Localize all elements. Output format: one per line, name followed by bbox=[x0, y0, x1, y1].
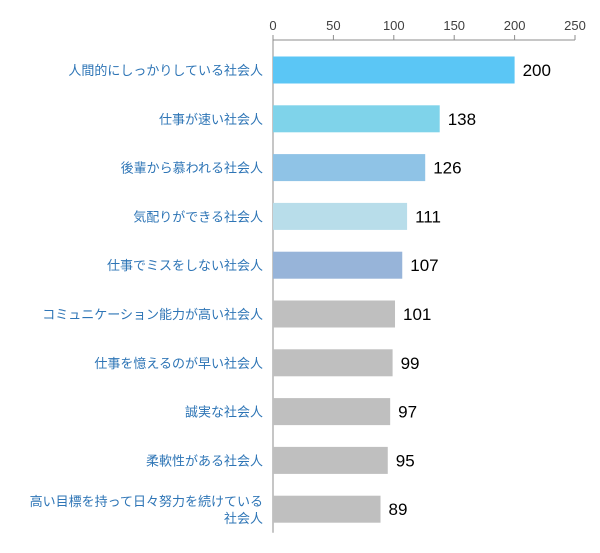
x-axis: 0 50 100 150 200 250 bbox=[269, 18, 586, 41]
bar bbox=[273, 154, 426, 182]
category-label: 高い目標を持って日々努力を続けている社会人 bbox=[30, 494, 263, 527]
value-label: 138 bbox=[448, 110, 476, 129]
category-label: 気配りができる社会人 bbox=[133, 209, 263, 225]
bar bbox=[273, 202, 408, 230]
value-label: 97 bbox=[398, 403, 417, 422]
category-label: 仕事でミスをしない社会人 bbox=[107, 258, 263, 274]
x-tick-label: 0 bbox=[269, 18, 276, 33]
value-label: 101 bbox=[403, 305, 431, 324]
category-labels: 人間的にしっかりしている社会人仕事が速い社会人後輩から慕われる社会人気配りができ… bbox=[30, 63, 263, 527]
value-label: 89 bbox=[389, 500, 408, 519]
category-label: 仕事を憶えるのが早い社会人 bbox=[94, 356, 263, 372]
value-label: 111 bbox=[415, 207, 441, 226]
x-tick-label: 50 bbox=[326, 18, 340, 33]
bars bbox=[273, 56, 515, 523]
value-label: 99 bbox=[401, 354, 420, 373]
bar bbox=[273, 300, 396, 328]
value-labels: 200 138 126 111 107 101 99 97 95 89 bbox=[389, 61, 551, 519]
value-label: 95 bbox=[396, 451, 415, 470]
bar bbox=[273, 105, 440, 133]
value-label: 107 bbox=[410, 256, 438, 275]
x-tick-label: 250 bbox=[564, 18, 586, 33]
bar bbox=[273, 251, 403, 279]
category-label: コミュニケーション能力が高い社会人 bbox=[42, 307, 263, 323]
category-label: 柔軟性がある社会人 bbox=[146, 453, 263, 469]
value-label: 126 bbox=[433, 159, 461, 178]
category-label: 人間的にしっかりしている社会人 bbox=[68, 63, 263, 79]
bar bbox=[273, 398, 391, 426]
bar bbox=[273, 56, 515, 84]
bar bbox=[273, 446, 388, 474]
category-label: 後輩から慕われる社会人 bbox=[121, 161, 263, 177]
x-tick-label: 100 bbox=[383, 18, 405, 33]
bar bbox=[273, 495, 381, 523]
category-label: 仕事が速い社会人 bbox=[159, 112, 263, 128]
bar bbox=[273, 349, 393, 377]
x-tick-label: 200 bbox=[504, 18, 526, 33]
category-label: 誠実な社会人 bbox=[185, 405, 263, 421]
value-label: 200 bbox=[523, 61, 551, 80]
x-tick-label: 150 bbox=[443, 18, 465, 33]
